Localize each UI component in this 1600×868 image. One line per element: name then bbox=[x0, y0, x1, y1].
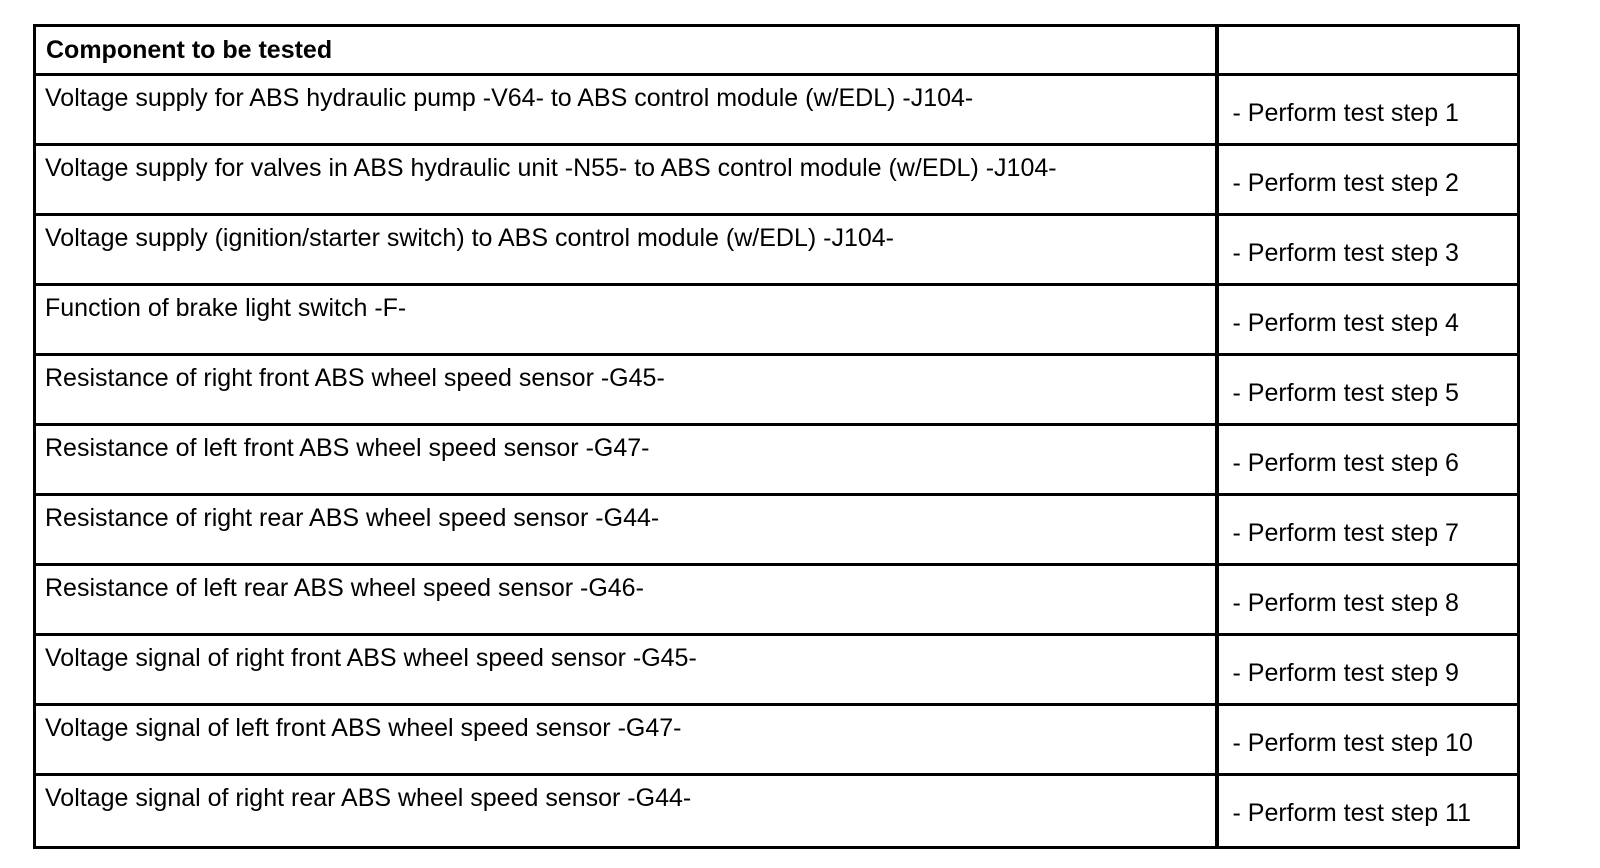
test-step-cell: - Perform test step 1 bbox=[1214, 73, 1520, 146]
test-step-cell: - Perform test step 7 bbox=[1214, 493, 1520, 566]
test-step-cell: - Perform test step 10 bbox=[1214, 703, 1520, 776]
component-cell: Resistance of right front ABS wheel spee… bbox=[33, 353, 1219, 426]
table-row: Voltage supply for ABS hydraulic pump -V… bbox=[33, 73, 1520, 146]
table-row: Resistance of right rear ABS wheel speed… bbox=[33, 493, 1520, 566]
test-step-cell: - Perform test step 5 bbox=[1214, 353, 1520, 426]
table-row: Resistance of right front ABS wheel spee… bbox=[33, 353, 1520, 426]
component-header-cell: Component to be tested bbox=[33, 24, 1219, 76]
table-row: Voltage supply for valves in ABS hydraul… bbox=[33, 143, 1520, 216]
component-cell: Resistance of left rear ABS wheel speed … bbox=[33, 563, 1219, 636]
component-cell: Voltage signal of right rear ABS wheel s… bbox=[33, 773, 1219, 849]
component-cell: Voltage supply (ignition/starter switch)… bbox=[33, 213, 1219, 286]
test-step-cell: - Perform test step 4 bbox=[1214, 283, 1520, 356]
table-row: Voltage signal of left front ABS wheel s… bbox=[33, 703, 1520, 776]
table-row: Voltage supply (ignition/starter switch)… bbox=[33, 213, 1520, 286]
component-cell: Voltage signal of right front ABS wheel … bbox=[33, 633, 1219, 706]
action-header-cell bbox=[1214, 24, 1520, 76]
test-step-cell: - Perform test step 11 bbox=[1214, 773, 1520, 849]
component-cell: Voltage supply for ABS hydraulic pump -V… bbox=[33, 73, 1219, 146]
test-step-cell: - Perform test step 2 bbox=[1214, 143, 1520, 216]
component-cell: Resistance of left front ABS wheel speed… bbox=[33, 423, 1219, 496]
test-step-cell: - Perform test step 8 bbox=[1214, 563, 1520, 636]
table-row: Function of brake light switch -F- - Per… bbox=[33, 283, 1520, 356]
test-plan-table: Component to be tested Voltage supply fo… bbox=[33, 24, 1520, 849]
component-cell: Resistance of right rear ABS wheel speed… bbox=[33, 493, 1219, 566]
component-cell: Voltage supply for valves in ABS hydraul… bbox=[33, 143, 1219, 216]
test-step-cell: - Perform test step 3 bbox=[1214, 213, 1520, 286]
table-header-row: Component to be tested bbox=[33, 24, 1520, 76]
test-step-cell: - Perform test step 6 bbox=[1214, 423, 1520, 496]
test-step-cell: - Perform test step 9 bbox=[1214, 633, 1520, 706]
component-cell: Voltage signal of left front ABS wheel s… bbox=[33, 703, 1219, 776]
table-row: Voltage signal of right rear ABS wheel s… bbox=[33, 773, 1520, 849]
table-row: Resistance of left front ABS wheel speed… bbox=[33, 423, 1520, 496]
table-row: Voltage signal of right front ABS wheel … bbox=[33, 633, 1520, 706]
component-cell: Function of brake light switch -F- bbox=[33, 283, 1219, 356]
table-row: Resistance of left rear ABS wheel speed … bbox=[33, 563, 1520, 636]
